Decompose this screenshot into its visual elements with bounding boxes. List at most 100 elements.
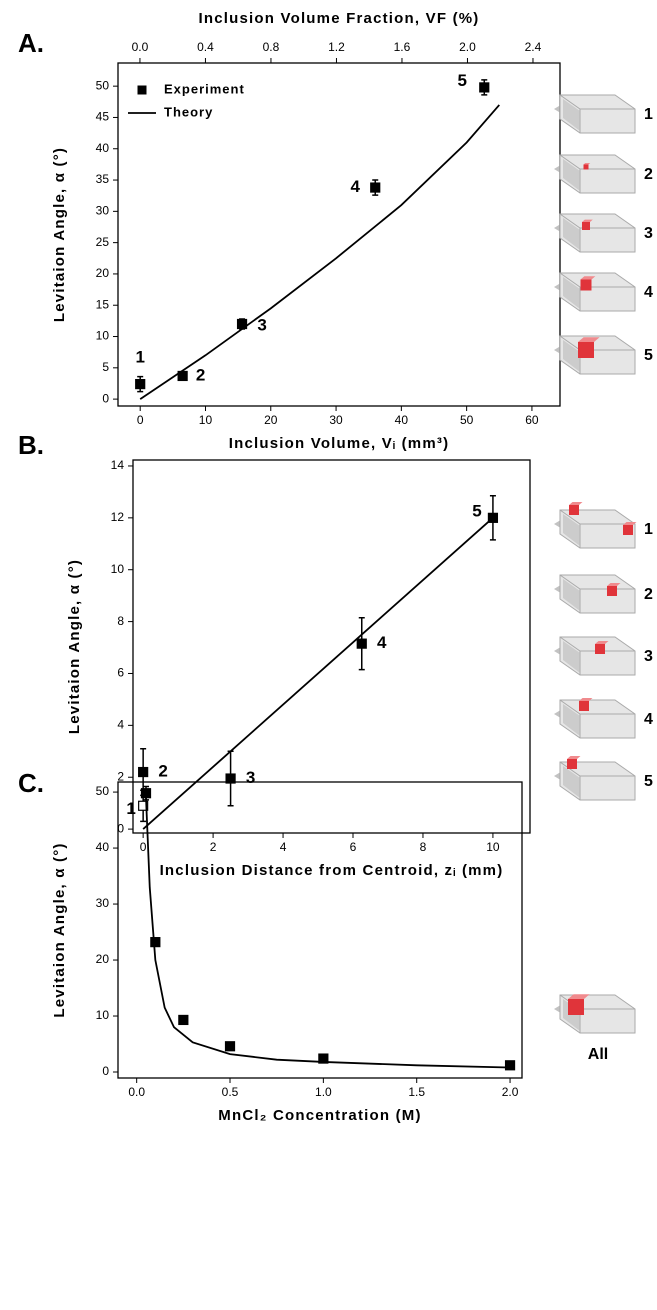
x-tick-label: 50 <box>460 413 474 427</box>
y-tick-label: 6 <box>117 666 124 680</box>
y-tick-label: 14 <box>111 458 125 472</box>
x-tick-label: 6 <box>350 840 357 854</box>
red-cube-top <box>567 756 581 759</box>
y-axis-title: Levitaion Angle, α (°) <box>51 842 68 1017</box>
box-inner <box>563 641 580 673</box>
panel-label: B. <box>18 430 44 460</box>
y-tick-label: 40 <box>96 141 110 155</box>
inset-box <box>554 636 636 676</box>
x-tick-label: 20 <box>264 413 278 427</box>
y-tick-label: 2 <box>117 769 124 783</box>
inset-box <box>554 756 636 801</box>
x2-axis-title: Inclusion Volume Fraction, VF (%) <box>198 10 479 27</box>
box-inner <box>563 277 580 309</box>
y-axis-title: Levitaion Angle, α (°) <box>66 559 83 734</box>
point-label: 5 <box>472 501 481 520</box>
data-point <box>370 182 381 193</box>
y-tick-label: 10 <box>96 1008 110 1022</box>
point-label: 3 <box>257 315 266 334</box>
inset-box <box>554 213 636 253</box>
red-cube-top <box>583 163 591 165</box>
red-cube <box>567 759 577 769</box>
x-axis-title: Inclusion Distance from Centroid, zᵢ (mm… <box>160 862 504 879</box>
red-cube-top <box>579 698 593 701</box>
y-tick-label: 0 <box>117 821 124 835</box>
inset-label: 5 <box>644 773 653 790</box>
data-point <box>138 800 149 811</box>
y-tick-label: 20 <box>96 266 110 280</box>
y-tick-label: 40 <box>96 840 110 854</box>
y-axis-title: Levitaion Angle, α (°) <box>51 147 68 322</box>
x-tick-label: 2.0 <box>502 1085 519 1099</box>
data-point <box>140 788 152 799</box>
x2-tick-label: 0.4 <box>197 40 214 54</box>
theory-line <box>142 517 494 830</box>
point-label: 1 <box>135 348 144 367</box>
red-cube <box>607 586 617 596</box>
x-axis-title: Inclusion Volume, Vᵢ (mm³) <box>229 435 450 452</box>
x-tick-label: 1.0 <box>315 1085 332 1099</box>
data-point <box>150 937 161 948</box>
y-tick-label: 45 <box>96 110 110 124</box>
x-axis-title: MnCl₂ Concentration (M) <box>218 1107 421 1124</box>
plot-frame <box>132 459 531 834</box>
x-tick-label: 10 <box>486 840 500 854</box>
red-cube <box>579 701 589 711</box>
red-cube-top <box>623 522 637 525</box>
y-tick-label: 25 <box>96 235 110 249</box>
y-tick-label: 15 <box>96 297 110 311</box>
y-tick-label: 35 <box>96 172 110 186</box>
y-tick-label: 10 <box>111 562 125 576</box>
legend-label: Theory <box>164 104 213 119</box>
inset-box <box>554 154 636 194</box>
red-cube-top <box>569 502 583 505</box>
y-tick-label: 12 <box>111 510 125 524</box>
inset-label: 2 <box>644 586 653 603</box>
data-point <box>135 378 146 390</box>
inset-box <box>554 272 636 312</box>
red-cube-top <box>568 994 590 999</box>
inset-label: 3 <box>644 225 653 242</box>
y-tick-label: 10 <box>96 329 110 343</box>
red-cube-top <box>580 276 596 280</box>
legend-marker <box>137 85 147 95</box>
inset-label: 2 <box>644 166 653 183</box>
panel-label: C. <box>18 768 44 798</box>
box-inner <box>563 704 580 736</box>
x-tick-label: 30 <box>329 413 343 427</box>
red-cube <box>568 999 584 1015</box>
x-tick-label: 4 <box>280 840 287 854</box>
y-tick-label: 0 <box>102 391 109 405</box>
x2-tick-label: 2.0 <box>459 40 476 54</box>
box-inner <box>563 99 580 131</box>
box-inner <box>563 514 580 546</box>
x-tick-label: 1.5 <box>408 1085 425 1099</box>
inset-label: 1 <box>644 106 653 123</box>
box-inner <box>563 159 580 191</box>
x2-tick-label: 1.2 <box>328 40 345 54</box>
point-label: 5 <box>458 71 467 90</box>
point-label: 4 <box>351 177 361 196</box>
x2-tick-label: 0.8 <box>263 40 280 54</box>
box-inner <box>563 579 580 611</box>
red-cube-top <box>595 641 609 644</box>
y-tick-label: 50 <box>96 78 110 92</box>
point-label: 2 <box>196 365 205 384</box>
data-point <box>225 773 236 784</box>
inset-label: 3 <box>644 648 653 665</box>
x2-tick-label: 2.4 <box>525 40 542 54</box>
data-point <box>224 1041 236 1052</box>
red-cube-top <box>607 583 621 586</box>
inset-box <box>554 574 636 614</box>
y-tick-label: 5 <box>102 360 109 374</box>
x2-tick-label: 1.6 <box>394 40 411 54</box>
y-tick-label: 30 <box>96 204 110 218</box>
inset-label: All <box>588 1046 608 1063</box>
theory-line <box>145 797 511 1069</box>
data-point <box>504 1060 516 1071</box>
y-tick-label: 8 <box>117 614 124 628</box>
y-tick-label: 30 <box>96 896 110 910</box>
red-cube <box>580 279 592 291</box>
x-tick-label: 2 <box>210 840 217 854</box>
